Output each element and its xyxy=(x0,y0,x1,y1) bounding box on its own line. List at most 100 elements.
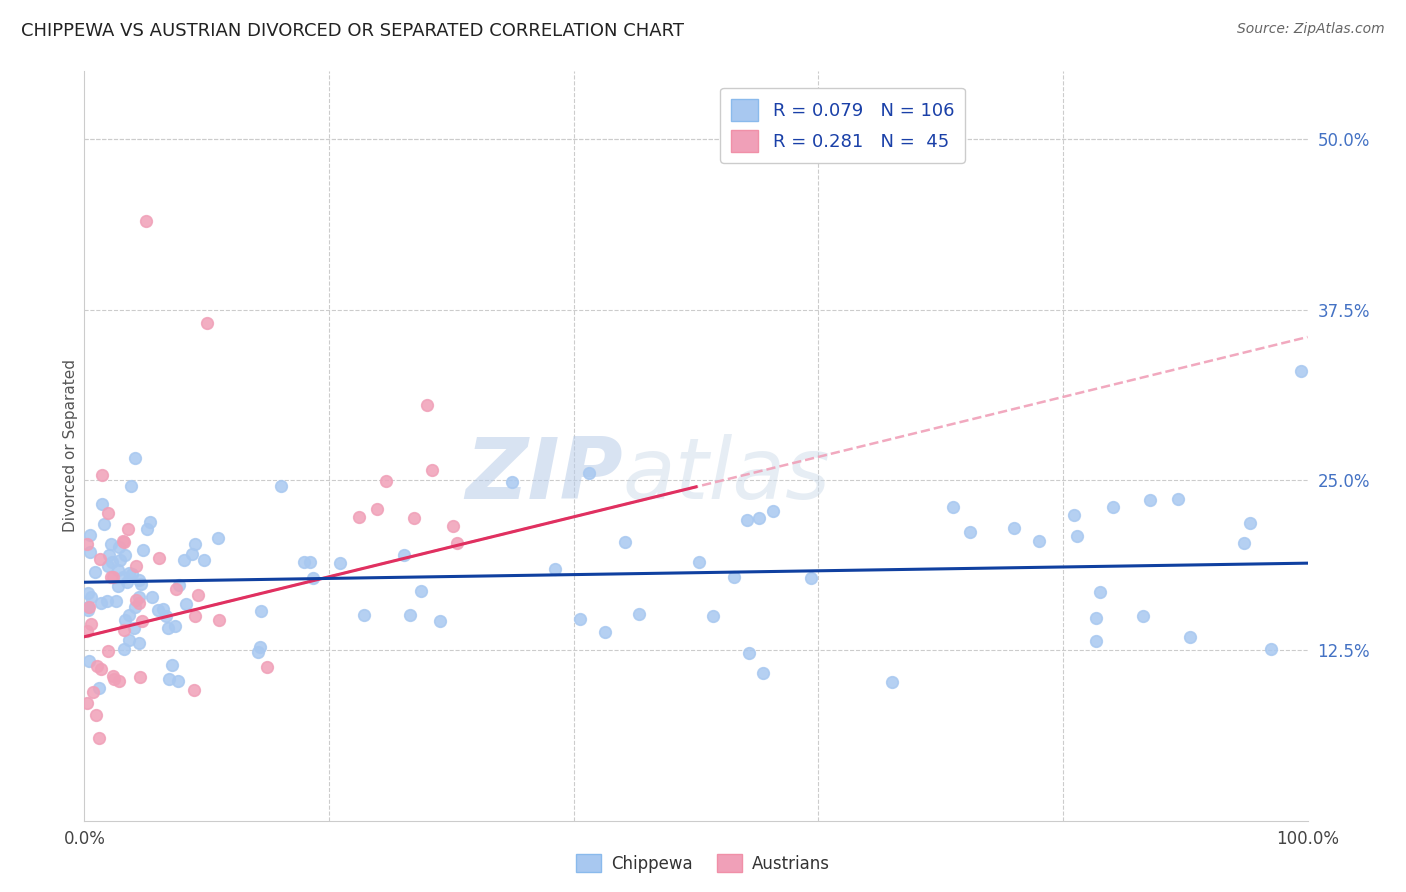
Point xyxy=(115,575,138,590)
Point xyxy=(76,697,98,711)
Point xyxy=(105,594,128,608)
Point xyxy=(184,536,207,550)
Point xyxy=(416,398,439,412)
Point xyxy=(98,549,121,563)
Point xyxy=(193,553,215,567)
Point xyxy=(97,559,120,574)
Point xyxy=(544,561,567,575)
Point xyxy=(207,531,229,545)
Point xyxy=(569,612,592,626)
Point xyxy=(76,624,98,639)
Point xyxy=(155,609,177,624)
Point xyxy=(249,640,271,654)
Point xyxy=(101,555,124,569)
Point xyxy=(77,586,100,600)
Point xyxy=(299,555,322,569)
Point xyxy=(1066,529,1088,543)
Point xyxy=(735,512,758,526)
Point xyxy=(117,566,139,580)
Point xyxy=(114,613,136,627)
Point xyxy=(329,557,352,571)
Point xyxy=(103,672,125,686)
Point xyxy=(101,669,124,683)
Point xyxy=(1132,609,1154,624)
Point xyxy=(82,685,104,699)
Point xyxy=(148,603,170,617)
Point xyxy=(959,525,981,540)
Point xyxy=(128,573,150,587)
Point xyxy=(402,511,425,525)
Point xyxy=(738,647,761,661)
Point xyxy=(87,731,110,745)
Point xyxy=(166,673,188,688)
Point xyxy=(77,603,100,617)
Point xyxy=(1088,585,1111,599)
Text: Source: ZipAtlas.com: Source: ZipAtlas.com xyxy=(1237,22,1385,37)
Point xyxy=(120,479,142,493)
Point xyxy=(97,506,120,520)
Point xyxy=(270,478,292,492)
Point xyxy=(80,617,103,632)
Point xyxy=(87,681,110,696)
Point xyxy=(90,596,112,610)
Point xyxy=(256,660,278,674)
Point xyxy=(249,603,271,617)
Point xyxy=(392,548,415,562)
Point xyxy=(1260,641,1282,656)
Point xyxy=(108,553,131,567)
Point xyxy=(124,600,146,615)
Point xyxy=(124,451,146,466)
Point xyxy=(429,614,451,628)
Point xyxy=(353,607,375,622)
Point xyxy=(409,584,432,599)
Point xyxy=(128,635,150,649)
Point xyxy=(86,658,108,673)
Point xyxy=(374,474,396,488)
Point xyxy=(121,567,143,582)
Point xyxy=(1291,364,1313,378)
Point xyxy=(195,317,218,331)
Point xyxy=(97,644,120,658)
Point xyxy=(614,535,637,549)
Legend: Chippewa, Austrians: Chippewa, Austrians xyxy=(569,847,837,880)
Point xyxy=(91,497,114,511)
Point xyxy=(80,590,103,604)
Point xyxy=(183,683,205,698)
Point xyxy=(702,609,724,624)
Point xyxy=(174,597,197,611)
Point xyxy=(112,642,135,657)
Point xyxy=(942,500,965,514)
Y-axis label: Divorced or Separated: Divorced or Separated xyxy=(63,359,77,533)
Point xyxy=(77,599,100,614)
Point xyxy=(157,672,180,686)
Point xyxy=(124,558,146,573)
Point xyxy=(118,633,141,648)
Point xyxy=(79,654,101,668)
Text: ZIP: ZIP xyxy=(465,434,623,517)
Point xyxy=(1002,521,1025,535)
Point xyxy=(117,522,139,536)
Point xyxy=(1139,492,1161,507)
Point xyxy=(117,608,139,623)
Point xyxy=(132,543,155,558)
Point xyxy=(77,600,100,615)
Point xyxy=(1167,491,1189,506)
Text: CHIPPEWA VS AUSTRIAN DIVORCED OR SEPARATED CORRELATION CHART: CHIPPEWA VS AUSTRIAN DIVORCED OR SEPARAT… xyxy=(21,22,685,40)
Point xyxy=(112,535,135,549)
Point xyxy=(578,466,600,480)
Point xyxy=(107,540,129,554)
Point xyxy=(723,570,745,584)
Point xyxy=(131,614,153,628)
Point xyxy=(111,533,134,548)
Point xyxy=(89,552,111,566)
Point xyxy=(1239,516,1261,530)
Point xyxy=(79,528,101,542)
Point xyxy=(79,545,101,559)
Point xyxy=(93,517,115,532)
Legend: R = 0.079   N = 106, R = 0.281   N =  45: R = 0.079 N = 106, R = 0.281 N = 45 xyxy=(720,88,965,162)
Point xyxy=(420,462,443,476)
Point xyxy=(1063,508,1085,522)
Point xyxy=(294,556,316,570)
Point xyxy=(122,621,145,635)
Point xyxy=(180,547,202,561)
